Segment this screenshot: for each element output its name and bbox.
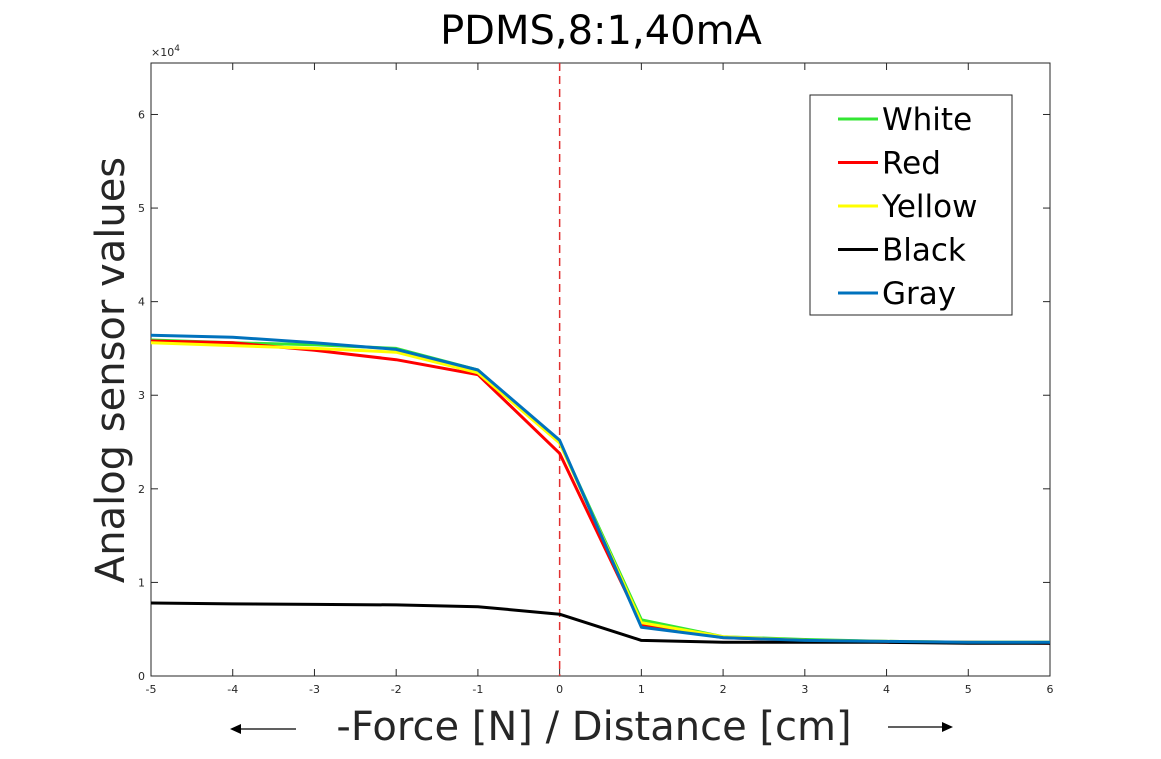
x-axis-label: -Force [N] / Distance [cm] <box>336 704 851 750</box>
y-tick-label: 6 <box>138 108 145 121</box>
legend-label-gray: Gray <box>882 276 956 312</box>
right-arrow-icon <box>942 722 953 732</box>
plot-area <box>150 62 1051 677</box>
y-axis-label: Analog sensor values <box>88 157 134 583</box>
x-axis-ticks: -5 -4 -3 -2 -1 0 1 2 3 4 5 6 <box>146 63 1054 696</box>
y-tick-label: 1 <box>138 576 145 589</box>
y-tick-label: 2 <box>138 483 145 496</box>
y-tick-label: 0 <box>138 670 145 683</box>
x-tick-label: -5 <box>146 683 157 696</box>
legend-label-yellow: Yellow <box>881 189 977 225</box>
x-tick-label: -3 <box>309 683 320 696</box>
y-tick-label: 3 <box>138 389 145 402</box>
legend-label-black: Black <box>882 233 966 269</box>
y-exponent-base: ×10 <box>151 46 174 59</box>
legend: White Red Yellow Black Gray <box>809 94 1013 316</box>
left-arrow-icon <box>230 724 241 734</box>
y-exponent-power: 4 <box>174 44 180 54</box>
x-tick-label: -4 <box>227 683 238 696</box>
chart-title: PDMS,8:1,40mA <box>440 8 762 54</box>
x-axis-label-group: -Force [N] / Distance [cm] <box>230 704 953 750</box>
x-tick-label: 3 <box>801 683 808 696</box>
y-tick-label: 5 <box>138 202 145 215</box>
y-axis-ticks: 0 1 2 3 4 5 6 <box>138 108 1050 683</box>
x-tick-label: -1 <box>472 683 483 696</box>
x-tick-label: 4 <box>883 683 890 696</box>
legend-label-red: Red <box>882 146 941 182</box>
series-line-gray <box>150 333 1050 644</box>
x-tick-label: -2 <box>391 683 402 696</box>
x-tick-label: 0 <box>556 683 563 696</box>
y-axis-exponent-label: ×104 <box>151 44 180 59</box>
x-tick-label: 2 <box>720 683 727 696</box>
legend-label-white: White <box>882 102 972 138</box>
x-tick-label: 5 <box>965 683 972 696</box>
series-lines <box>150 333 1051 645</box>
y-tick-label: 4 <box>138 296 145 309</box>
x-tick-label: 1 <box>638 683 645 696</box>
x-tick-label: 6 <box>1047 683 1054 696</box>
